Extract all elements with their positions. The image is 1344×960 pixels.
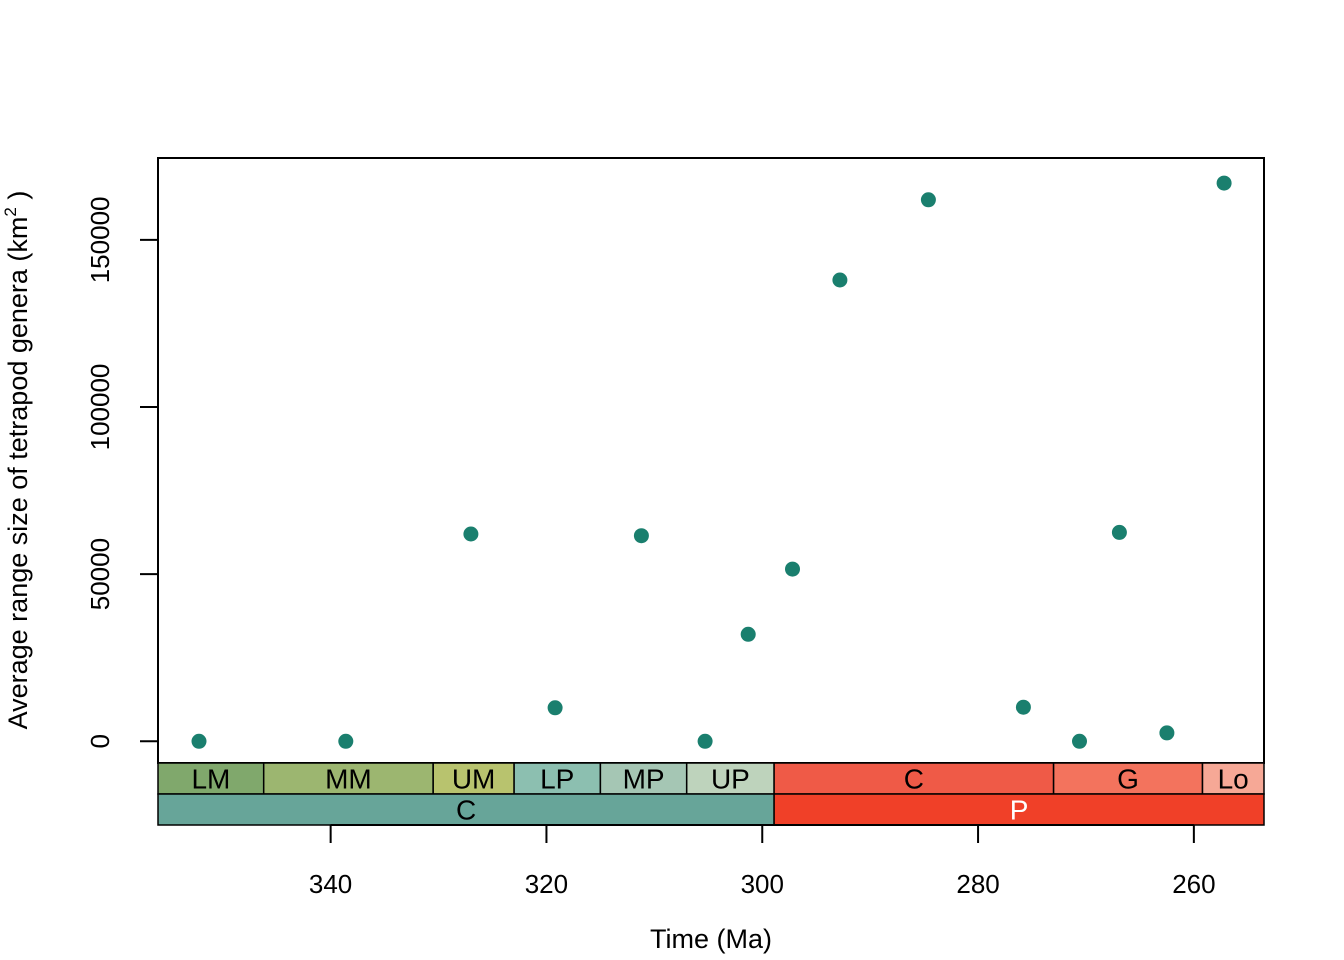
data-point <box>547 700 563 716</box>
timescale-bar: LM MM UM LP MP UP C G Lo C P <box>157 762 1265 826</box>
timescale-band <box>599 762 688 795</box>
y-axis-title-superscript: 2 <box>1 207 20 216</box>
x-tick-label: 340 <box>309 869 352 899</box>
y-tick-label: 150000 <box>85 197 115 284</box>
y-axis-title-tail: ) <box>3 191 33 208</box>
data-point <box>633 528 649 544</box>
timescale-band-label: MM <box>325 764 372 795</box>
y-tick-label: 50000 <box>85 538 115 610</box>
data-point <box>1159 725 1175 741</box>
timescale-band-label: LM <box>191 764 230 795</box>
x-tick-label: 260 <box>1172 869 1215 899</box>
timescale-band-label: P <box>1010 795 1029 826</box>
data-point <box>191 733 207 749</box>
data-point <box>1111 524 1127 540</box>
x-axis: 340 320 300 280 260 <box>309 824 1216 899</box>
data-point <box>1015 699 1031 715</box>
data-point <box>697 733 713 749</box>
y-tick-label: 100000 <box>85 364 115 451</box>
timescale-band <box>773 793 1265 826</box>
data-point <box>1072 733 1087 749</box>
data-point <box>832 272 848 288</box>
plot-frame <box>157 157 1265 764</box>
data-point <box>463 526 479 542</box>
y-axis-title: Average range size of tetrapod genera (k… <box>1 191 33 730</box>
x-tick-label: 300 <box>741 869 784 899</box>
x-tick-label: 280 <box>956 869 999 899</box>
x-tick-label: 320 <box>525 869 568 899</box>
timescale-band-label: UP <box>711 764 750 795</box>
data-point <box>785 561 800 577</box>
timescale-band-label: C <box>904 764 924 795</box>
timescale-band <box>432 762 515 795</box>
timescale-band-label: Lo <box>1218 764 1249 795</box>
timescale-band-label: UM <box>452 764 496 795</box>
timescale-band-label: LP <box>540 764 574 795</box>
timescale-band <box>773 762 1055 795</box>
data-point <box>1216 175 1232 191</box>
data-point <box>920 192 936 208</box>
timescale-band <box>1201 762 1265 795</box>
x-axis-title: Time (Ma) <box>650 924 772 954</box>
data-point <box>338 733 354 749</box>
timescale-band-label: MP <box>623 764 665 795</box>
data-point <box>740 626 756 642</box>
points-layer <box>191 175 1232 749</box>
timescale-band-label: G <box>1117 764 1139 795</box>
y-axis: 0 50000 100000 150000 <box>85 197 159 749</box>
y-axis-title-main: Average range size of tetrapod genera (k… <box>3 217 33 730</box>
timescale-band-label: C <box>456 795 476 826</box>
y-tick-label: 0 <box>85 734 115 748</box>
